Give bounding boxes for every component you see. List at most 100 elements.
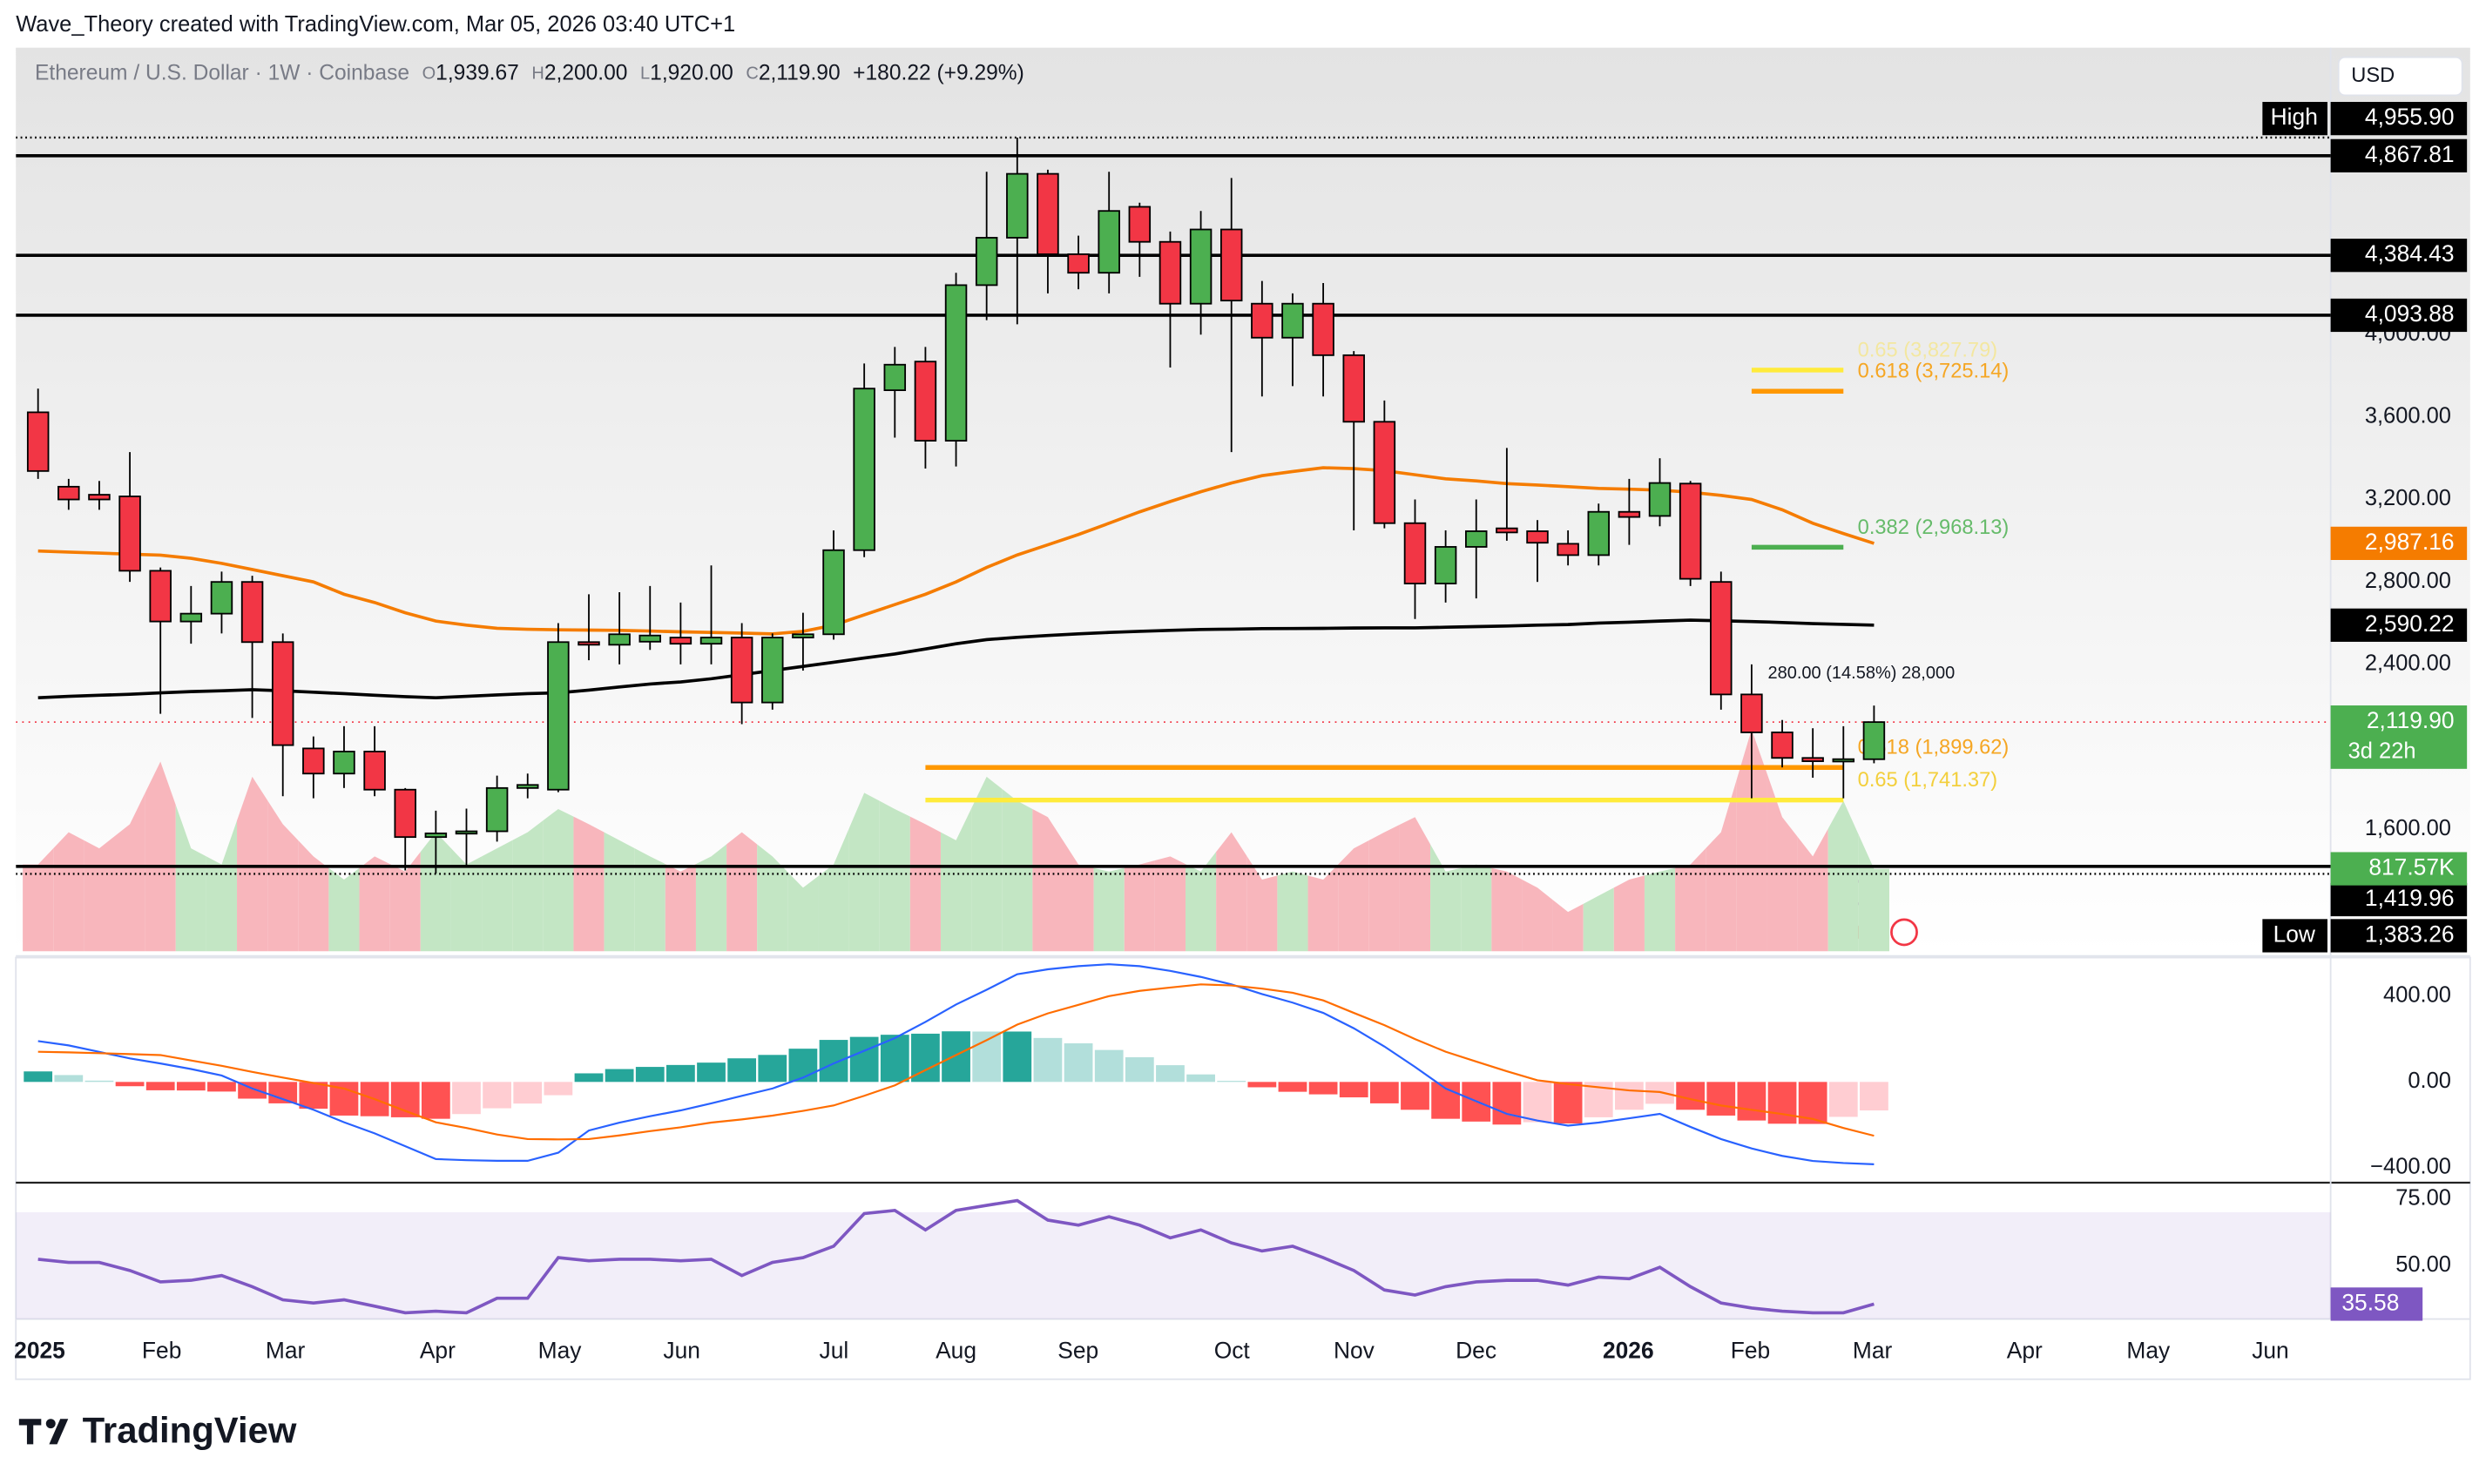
y-tick-label: 2,400.00 [2365,651,2451,676]
currency[interactable]: USD [2351,64,2395,87]
candle-body [485,786,509,833]
macd-histogram [1401,1082,1429,1110]
candle-body [669,637,692,645]
candle-body [1648,482,1672,517]
price-label-box [2330,138,2468,172]
price-label: 2,590.22 [2365,610,2455,637]
volume-area [1522,880,1553,952]
volume-area [1767,772,1798,952]
price-label-box [2330,102,2468,136]
candle-body [1373,421,1396,524]
volume-area [543,808,574,952]
volume-area [1675,848,1706,952]
volume-area [389,852,421,952]
candle-body [1801,757,1824,762]
ohlc-value: 2,119.90 [759,62,841,85]
ohlc-value: 1,920.00 [650,62,733,85]
volume-area [879,800,910,952]
volume-area [1154,856,1186,952]
volume-area [787,872,819,952]
candle-body [1403,522,1427,584]
y-tick-label: 1,600.00 [2365,816,2451,840]
candle-body [822,549,845,636]
candle-body [944,284,968,442]
macd-histogram [758,1055,787,1083]
credit: Wave_Theory created with TradingView.com… [16,12,735,37]
price-label-box [2330,919,2468,953]
x-tick-label: Sep [1057,1338,1098,1364]
fib-label: 0.65 (1,741.37) [1858,769,1997,792]
candle-body [1740,693,1763,733]
volume-area [1644,867,1676,952]
price-label: 1,383.26 [2365,921,2455,947]
candle-body [1128,206,1152,243]
candle-body [1587,510,1611,556]
x-tick-label: May [2126,1338,2171,1364]
y-tick-label: 3,200.00 [2365,486,2451,510]
candle-body [1312,302,1334,356]
volume-area [1032,808,1064,952]
brand: TradingView [83,1410,297,1451]
macd-histogram [1492,1082,1522,1125]
macd-histogram [1308,1082,1338,1095]
x-tick-label: Jun [2252,1338,2289,1364]
price-label: 1,419.96 [2365,885,2455,911]
fib-label: 0.65 (3,827.79) [1858,339,1997,361]
tag-box [2262,919,2327,953]
volume-area [818,828,849,952]
candle-body [1618,510,1641,518]
volume-area [848,793,880,952]
candle-body [394,788,416,839]
candle-body [271,641,294,746]
candle-body [1526,530,1549,544]
y-tick-label: 50.00 [2395,1252,2451,1277]
candle-body [1159,240,1182,305]
price-label: 4,867.81 [2365,141,2455,167]
macd-histogram [697,1062,726,1083]
volume-area [634,848,665,952]
candle-body [1251,302,1273,339]
x-tick-label: Feb [1731,1338,1770,1364]
ohlc-value: 2,200.00 [544,62,628,85]
moving-average [37,466,1875,636]
macd-histogram [1523,1082,1552,1123]
macd-histogram [788,1049,818,1083]
ohlc-value: 1,939.67 [436,62,519,85]
volume-area [237,776,268,952]
macd-histogram [1767,1082,1797,1124]
volume-label: 817.57K [2368,854,2455,880]
volume-area [971,776,1003,952]
currency-button[interactable] [2337,56,2463,97]
price-label: 4,955.90 [2365,104,2455,130]
x-tick-label: Mar [1853,1338,1893,1364]
candle-body [1189,228,1213,305]
volume-area [267,800,299,952]
price-label-box [2330,526,2468,560]
macd-histogram [727,1058,757,1083]
volume-area [1246,855,1278,952]
macd-histogram [390,1082,420,1117]
macd-histogram [145,1082,175,1090]
macd-histogram [1033,1037,1063,1083]
ohlc-key: H [531,64,544,84]
candle-body [730,637,753,704]
volume-area [1827,800,1859,952]
macd-histogram [1217,1081,1246,1083]
volume-area [909,816,941,952]
candle-body [57,485,80,501]
volume-area [1797,828,1828,952]
candle-body [1219,228,1243,302]
candle-body [883,363,907,392]
candle-body [26,411,50,472]
volume-area [604,832,635,952]
macd-histogram [1064,1043,1093,1083]
candle-body [363,751,386,791]
candle-body [1679,482,1702,580]
x-tick-label: Feb [142,1338,181,1364]
main-plot: 0.65 (3,827.79)0.618 (3,725.14) 0.382 (2,… [16,136,2331,952]
candle-body [1037,172,1059,255]
macd-histogram [483,1082,511,1109]
volume-area [53,832,84,952]
logo [18,1419,69,1445]
